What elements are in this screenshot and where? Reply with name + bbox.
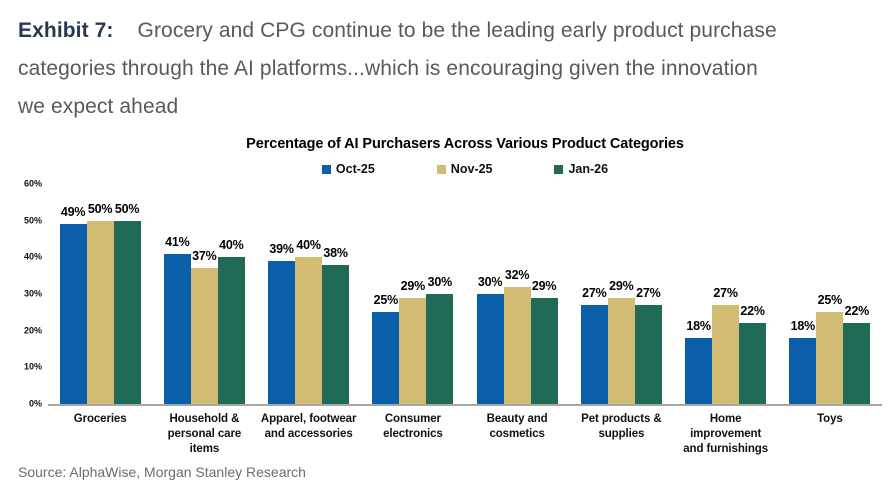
bar-nov-25: 50% [86, 202, 114, 404]
category-label: Household & personal care items [167, 413, 242, 455]
bar-group: 39% 40% 38% [257, 184, 361, 404]
bar-group: 25% 29% 30% [361, 184, 465, 404]
bar-jan-26: 50% [113, 202, 141, 404]
value-label: 18% [790, 319, 816, 333]
value-label: 30% [427, 275, 453, 289]
value-label: 27% [582, 286, 607, 300]
bar-jan-26: 30% [426, 275, 454, 404]
bar-nov-25: 27% [712, 286, 740, 404]
source-note: Source: AlphaWise, Morgan Stanley Resear… [18, 464, 306, 480]
bar-oct-25: 18% [685, 319, 713, 404]
bar-jan-26: 27% [634, 286, 662, 404]
exhibit-header-line-2: categories through the AI platforms...wh… [18, 57, 758, 80]
legend-swatch-icon [554, 164, 564, 174]
y-tick-label: 0% [28, 398, 42, 409]
legend-item-nov-25: Nov-25 [436, 162, 493, 176]
bar-oct-25: 41% [163, 235, 191, 404]
value-label: 22% [740, 304, 765, 319]
value-label: 22% [844, 304, 870, 319]
bar-group: 30% 32% 29% [465, 184, 569, 404]
exhibit-header-line-3: we expect ahead [18, 95, 179, 118]
y-tick-label: 50% [23, 215, 42, 226]
bar-oct-25: 30% [476, 275, 504, 404]
value-label: 40% [296, 238, 321, 253]
bar-nov-25: 29% [607, 279, 635, 404]
bar-chart: Percentage of AI Purchasers Across Vario… [48, 0, 882, 460]
y-axis: 0% 10% 20% 30% 40% 50% 60% [0, 179, 42, 408]
legend-label: Jan-26 [568, 162, 609, 176]
value-label: 27% [713, 286, 738, 300]
category-label: Groceries [73, 413, 127, 425]
legend-item-oct-25: Oct-25 [321, 162, 375, 176]
x-axis-labels: Groceries Household & personal care items… [48, 412, 882, 457]
exhibit-header: Exhibit 7: Grocery and CPG continue to be… [18, 12, 878, 126]
value-label: 39% [269, 242, 294, 256]
bar-group: 49% 50% 50% [48, 184, 152, 404]
value-label: 25% [817, 293, 843, 308]
bar-jan-26: 22% [739, 304, 767, 404]
legend-swatch-icon [436, 164, 446, 174]
value-label: 38% [323, 245, 348, 260]
category-label: Pet products & supplies [581, 413, 662, 440]
exhibit-header-line-1: Exhibit 7: Grocery and CPG continue to be… [18, 12, 878, 50]
bar-group: 18% 25% 22% [778, 184, 882, 404]
legend-label: Oct-25 [335, 162, 375, 176]
value-label: 29% [400, 278, 426, 293]
bar-oct-25: 18% [789, 319, 817, 404]
value-label: 50% [114, 201, 140, 216]
bar-nov-25: 25% [816, 293, 844, 404]
y-tick-label: 40% [23, 251, 42, 262]
value-label: 30% [477, 275, 503, 289]
bar-oct-25: 25% [372, 293, 400, 404]
bar-jan-26: 29% [530, 279, 558, 404]
y-tick-label: 20% [23, 325, 42, 336]
legend-item-jan-26: Jan-26 [554, 162, 608, 176]
legend-label: Nov-25 [450, 162, 493, 176]
bar-nov-25: 37% [190, 249, 218, 404]
category-label: Toys [817, 413, 843, 425]
chart-title: Percentage of AI Purchasers Across Vario… [246, 136, 684, 152]
value-label: 27% [636, 286, 661, 300]
bar-jan-26: 40% [217, 238, 245, 404]
bar-jan-26: 38% [322, 246, 350, 404]
bar-group: 18% 27% 22% [674, 184, 778, 404]
value-label: 41% [165, 234, 190, 249]
category-label: Consumer electronics [383, 413, 443, 440]
bar-nov-25: 29% [399, 279, 427, 404]
bar-oct-25: 49% [59, 205, 87, 404]
bar-oct-25: 39% [268, 242, 296, 404]
exhibit-number-label: Exhibit 7: [18, 19, 114, 42]
bar-jan-26: 22% [843, 304, 871, 404]
value-label: 29% [531, 278, 557, 293]
y-tick-label: 10% [23, 361, 42, 372]
value-label: 25% [373, 293, 399, 308]
value-label: 29% [609, 278, 634, 293]
y-tick-label: 30% [23, 288, 42, 299]
category-label: Apparel, footwear and accessories [260, 413, 357, 440]
category-label: Home improvement and furnishings [683, 413, 768, 455]
value-label: 32% [504, 267, 530, 282]
category-label: Beauty and cosmetics [486, 413, 548, 440]
legend-swatch-icon [321, 164, 331, 174]
value-label: 37% [192, 249, 217, 264]
value-label: 40% [219, 238, 244, 253]
plot-area: 49% 50% 50% 41% 37% 40% 39% 40% 38% 25% 29% 30% 30% 3… [48, 184, 882, 406]
bar-nov-25: 40% [295, 238, 323, 404]
y-tick-label: 60% [23, 178, 42, 189]
exhibit-title-text: Grocery and CPG continue to be the leadi… [137, 19, 777, 42]
bar-oct-25: 27% [580, 286, 608, 404]
bar-group: 27% 29% 27% [569, 184, 673, 404]
chart-legend: Oct-25 Nov-25 Jan-26 [48, 162, 882, 176]
bar-nov-25: 32% [503, 268, 531, 404]
value-label: 49% [60, 205, 86, 220]
value-label: 18% [686, 319, 711, 333]
value-label: 50% [87, 201, 113, 216]
bar-group: 41% 37% 40% [152, 184, 256, 404]
